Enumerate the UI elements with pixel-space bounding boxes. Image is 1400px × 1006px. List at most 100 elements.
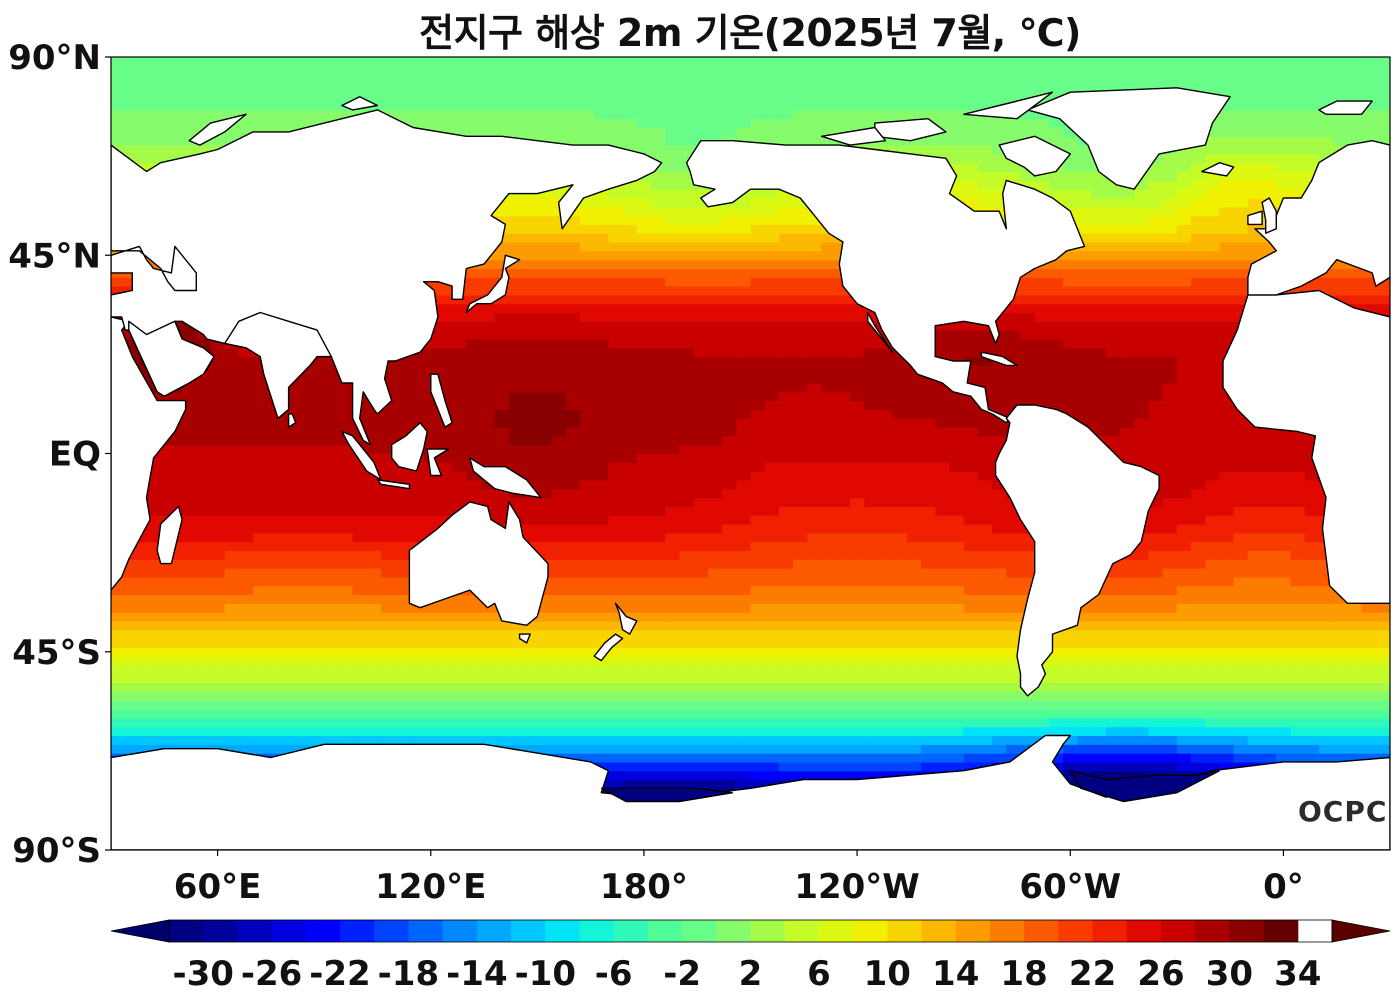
field-cell xyxy=(963,761,979,772)
field-cell xyxy=(821,664,837,675)
field-cell xyxy=(409,638,425,648)
field-cell xyxy=(1219,638,1235,648)
field-cell xyxy=(238,391,254,402)
field-cell xyxy=(622,735,638,745)
field-cell xyxy=(949,462,965,472)
field-cell xyxy=(935,391,951,402)
field-cell xyxy=(153,603,169,613)
field-cell xyxy=(1148,568,1164,578)
field-cell xyxy=(992,497,1007,507)
field-cell xyxy=(1247,532,1263,543)
field-cell xyxy=(565,409,581,419)
field-cell xyxy=(381,532,396,543)
field-cell xyxy=(1063,744,1078,754)
field-cell xyxy=(679,709,695,719)
field-cell xyxy=(366,612,382,622)
field-cell xyxy=(466,365,482,375)
field-cell xyxy=(324,497,339,507)
field-cell xyxy=(1134,691,1150,701)
field-cell xyxy=(1119,664,1135,675)
field-cell xyxy=(778,400,794,411)
field-cell xyxy=(1134,612,1150,622)
field-cell xyxy=(1276,523,1292,534)
field-cell xyxy=(793,541,808,552)
field-cell xyxy=(764,506,780,516)
field-cell xyxy=(395,559,411,569)
field-cell xyxy=(1262,479,1277,490)
field-cell xyxy=(963,620,979,631)
field-cell xyxy=(338,515,354,525)
field-cell xyxy=(1205,576,1221,587)
field-cell xyxy=(1105,700,1121,710)
field-cell xyxy=(793,594,808,604)
field-cell xyxy=(793,497,808,507)
field-cell xyxy=(139,523,155,534)
field-cell xyxy=(835,691,851,701)
field-cell xyxy=(736,612,752,622)
field-cell xyxy=(651,629,666,640)
field-cell xyxy=(864,664,879,675)
field-cell xyxy=(821,612,837,622)
field-cell xyxy=(707,541,723,552)
field-cell xyxy=(977,629,993,640)
field-cell xyxy=(494,365,510,375)
field-cell xyxy=(196,532,212,543)
field-cell xyxy=(1148,664,1164,675)
field-cell xyxy=(1219,532,1235,543)
field-cell xyxy=(366,541,382,552)
field-cell xyxy=(921,603,936,613)
field-cell xyxy=(608,550,624,560)
field-cell xyxy=(977,717,993,728)
field-cell xyxy=(651,691,666,701)
field-cell xyxy=(636,506,652,516)
field-cell xyxy=(309,682,325,692)
field-cell xyxy=(1375,700,1390,710)
field-cell xyxy=(679,726,695,737)
field-cell xyxy=(949,576,965,587)
field-cell xyxy=(551,700,567,710)
field-cell xyxy=(977,647,993,657)
field-cell xyxy=(395,568,411,578)
field-cell xyxy=(764,673,780,684)
field-cell xyxy=(622,753,638,763)
field-cell xyxy=(921,568,936,578)
field-cell xyxy=(1105,709,1121,719)
field-cell xyxy=(508,629,524,640)
field-cell xyxy=(1134,647,1150,657)
field-cell xyxy=(622,532,638,543)
field-cell xyxy=(849,682,865,692)
field-cell xyxy=(1233,427,1249,437)
field-cell xyxy=(892,753,908,763)
field-cell xyxy=(366,673,382,684)
field-cell xyxy=(437,717,453,728)
field-cell xyxy=(693,488,709,499)
field-cell xyxy=(835,444,851,455)
field-cell xyxy=(992,541,1007,552)
field-cell xyxy=(480,673,496,684)
field-cell xyxy=(1006,673,1022,684)
field-cell xyxy=(196,709,212,719)
field-cell xyxy=(281,735,297,745)
field-cell xyxy=(608,506,624,516)
field-cell xyxy=(1347,709,1363,719)
field-cell xyxy=(1105,629,1121,640)
field-cell xyxy=(722,664,737,675)
field-cell xyxy=(992,435,1007,446)
field-cell xyxy=(1176,700,1192,710)
field-cell xyxy=(892,726,908,737)
field-cell xyxy=(579,383,595,393)
field-cell xyxy=(679,594,695,604)
field-cell xyxy=(793,700,808,710)
field-cell xyxy=(1020,383,1036,393)
field-cell xyxy=(793,523,808,534)
field-cell xyxy=(1034,682,1050,692)
field-cell xyxy=(1006,726,1022,737)
field-cell xyxy=(906,585,922,596)
field-cell xyxy=(579,664,595,675)
field-cell xyxy=(594,444,609,455)
field-cell xyxy=(1162,629,1178,640)
field-cell xyxy=(267,541,283,552)
field-cell xyxy=(878,770,894,781)
field-cell xyxy=(1105,656,1121,666)
field-cell xyxy=(423,515,439,525)
